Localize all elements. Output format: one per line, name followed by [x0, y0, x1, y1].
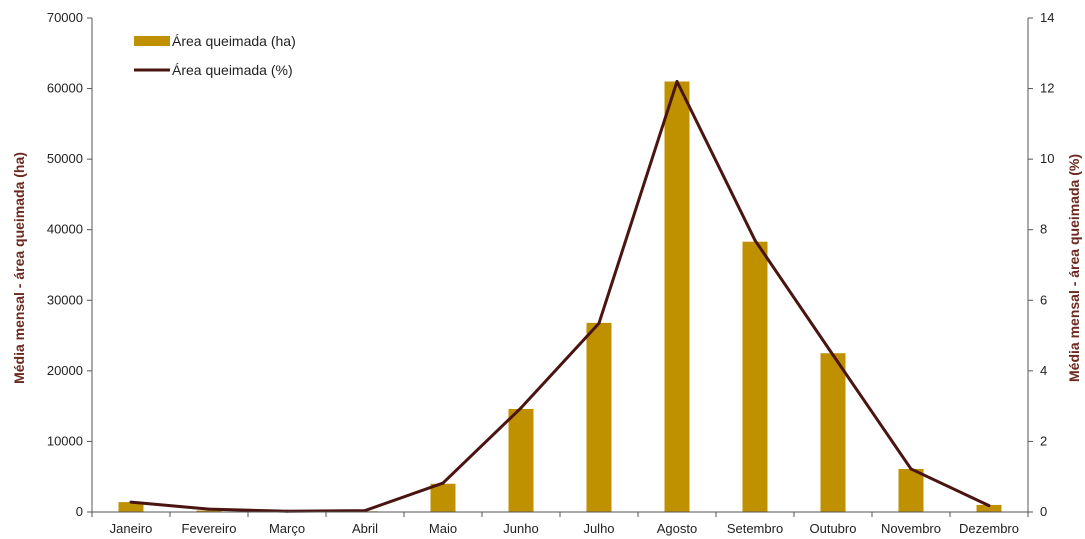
line-series	[129, 80, 991, 513]
x-tick-label: Dezembro	[959, 521, 1019, 536]
line-point-dezembro	[987, 504, 991, 508]
bar-julho	[586, 322, 612, 512]
right-tick-label: 0	[1040, 504, 1047, 519]
left-y-ticks: 0 10000 20000 30000 40000 50000 60000 70000	[47, 10, 92, 519]
right-tick-label: 2	[1040, 433, 1047, 448]
left-tick-label: 0	[76, 504, 83, 519]
left-tick-label: 70000	[47, 10, 83, 25]
x-tick-label: Agosto	[657, 521, 697, 536]
bar-junho	[508, 408, 534, 512]
bar-outubro	[820, 353, 846, 512]
left-tick-label: 60000	[47, 81, 83, 96]
x-tick-label: Outubro	[810, 521, 857, 536]
left-tick-label: 20000	[47, 363, 83, 378]
bar-setembro	[742, 241, 768, 512]
right-tick-label: 6	[1040, 292, 1047, 307]
left-tick-label: 10000	[47, 433, 83, 448]
line-point-maio	[441, 481, 445, 485]
line-point-fevereiro	[207, 507, 211, 511]
line-point-abril	[363, 509, 367, 513]
line-point-setembro	[753, 238, 757, 242]
bar-agosto	[664, 81, 690, 512]
right-tick-label: 10	[1040, 151, 1054, 166]
left-tick-label: 40000	[47, 222, 83, 237]
x-tick-label: Setembro	[727, 521, 783, 536]
x-tick-labels: Janeiro Fevereiro Março Abril Maio Junho Julho…	[91, 512, 1029, 536]
bar-series	[118, 81, 1002, 512]
line-point-outubro	[831, 353, 835, 357]
x-tick-label: Janeiro	[110, 521, 153, 536]
left-axis-title: Média mensal - área queimada (ha)	[11, 152, 27, 384]
legend-bar-label: Área queimada (ha)	[172, 33, 296, 49]
x-tick-label: Abril	[352, 521, 378, 536]
left-tick-label: 50000	[47, 151, 83, 166]
line-point-julho	[597, 321, 601, 325]
x-tick-label: Março	[269, 521, 305, 536]
legend-line-label: Área queimada (%)	[172, 62, 293, 78]
line-point-novembro	[909, 467, 913, 471]
left-tick-label: 30000	[47, 292, 83, 307]
right-tick-label: 14	[1040, 10, 1054, 25]
right-tick-label: 12	[1040, 81, 1054, 96]
line-point-junho	[519, 406, 523, 410]
right-tick-label: 8	[1040, 222, 1047, 237]
legend: Área queimada (ha) Área queimada (%)	[134, 33, 296, 78]
line-point-janeiro	[129, 500, 133, 504]
x-tick-label: Julho	[583, 521, 614, 536]
axes	[91, 18, 1029, 513]
bar-fevereiro	[196, 510, 222, 512]
legend-bar-swatch	[134, 36, 170, 46]
bar-janeiro	[118, 502, 144, 512]
right-tick-label: 4	[1040, 363, 1047, 378]
line-area-percent	[130, 80, 990, 513]
x-tick-label: Novembro	[881, 521, 941, 536]
bar-maio	[430, 483, 456, 512]
right-y-ticks: 0 2 4 6 8 10 12 14	[1028, 10, 1054, 519]
x-tick-label: Fevereiro	[182, 521, 237, 536]
line-point-agosto	[675, 80, 679, 84]
x-tick-label: Maio	[429, 521, 457, 536]
x-tick-label: Junho	[503, 521, 538, 536]
bar-dezembro	[976, 504, 1002, 512]
right-axis-title: Média mensal - área queimada (%)	[1066, 154, 1082, 382]
bar-novembro	[898, 468, 924, 512]
